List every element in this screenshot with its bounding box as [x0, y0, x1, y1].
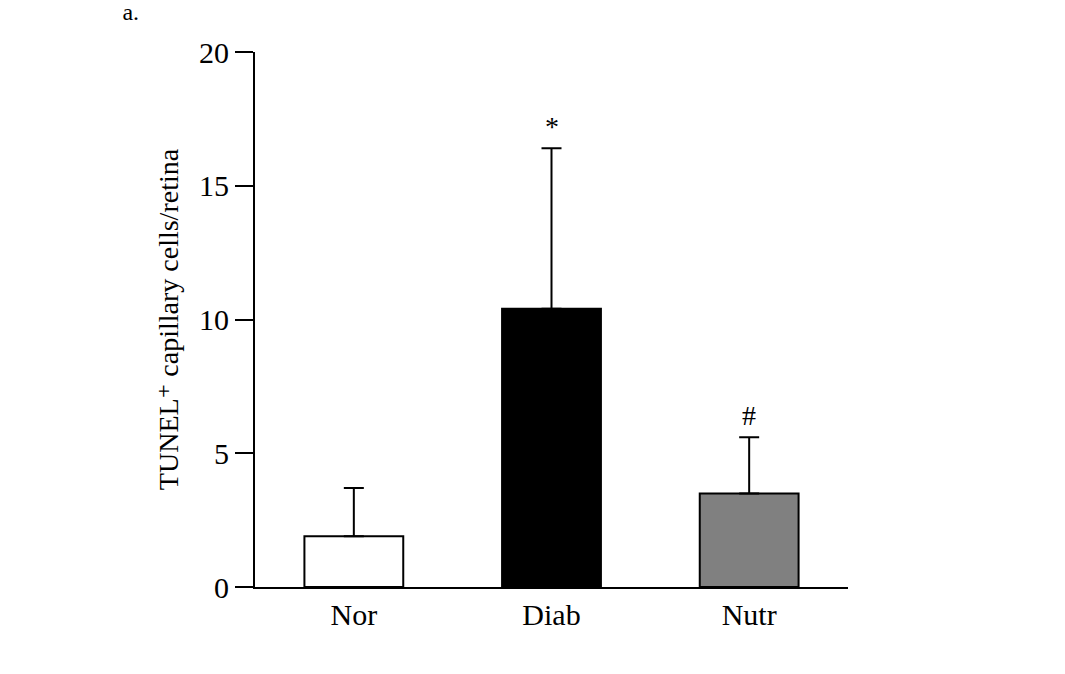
svg-text:Nutr: Nutr — [722, 598, 777, 631]
svg-text:0: 0 — [214, 571, 229, 604]
svg-text:Nor: Nor — [331, 598, 378, 631]
svg-text:15: 15 — [199, 169, 229, 202]
svg-text:#: # — [742, 400, 756, 431]
svg-text:*: * — [545, 111, 559, 142]
svg-text:20: 20 — [199, 36, 229, 69]
svg-text:a.: a. — [122, 0, 139, 25]
svg-text:TUNEL⁺ capillary cells/retina: TUNEL⁺ capillary cells/retina — [153, 148, 184, 490]
svg-text:Diab: Diab — [522, 598, 580, 631]
svg-text:10: 10 — [199, 303, 229, 336]
svg-text:5: 5 — [214, 437, 229, 470]
